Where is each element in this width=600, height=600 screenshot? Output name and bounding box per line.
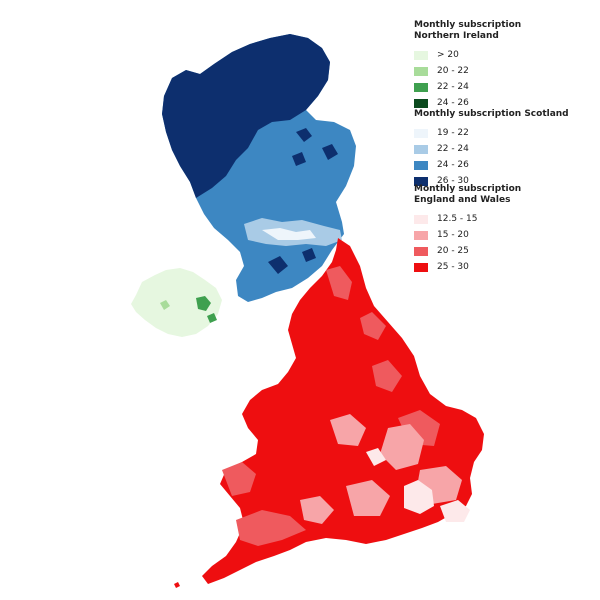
legend-label: 22 - 24 <box>437 82 469 92</box>
legend-label: 20 - 22 <box>437 66 469 76</box>
legend-row: 24 - 26 <box>414 95 594 111</box>
legend-row: 22 - 24 <box>414 79 594 95</box>
legend-swatch <box>414 262 428 272</box>
scilly-isles-marker <box>174 582 180 588</box>
legend-northern-ireland: Monthly subscription Northern Ireland > … <box>414 20 594 111</box>
legend-row: 26 - 30 <box>414 173 594 189</box>
legend-label: > 20 <box>437 50 459 60</box>
legend-swatch <box>414 98 428 108</box>
legend-swatch <box>414 176 428 186</box>
legend-label: 24 - 26 <box>437 160 469 170</box>
scotland-central-light <box>262 228 316 240</box>
legend-label: 15 - 20 <box>437 230 469 240</box>
legend-england-wales: Monthly subscription England and Wales 1… <box>414 184 594 275</box>
legend-label: 20 - 25 <box>437 246 469 256</box>
legend-title: Monthly subscription Northern Ireland <box>414 20 522 41</box>
legend-row: > 20 <box>414 47 594 63</box>
legend-swatch <box>414 230 428 240</box>
legend-scotland: Monthly subscription Scotland 19 - 22 22… <box>414 109 594 189</box>
legend-row: 20 - 25 <box>414 243 594 259</box>
northern-ireland-darker-areas <box>160 296 217 323</box>
legend-swatch <box>414 50 428 60</box>
legend-row: 12.5 - 15 <box>414 211 594 227</box>
legend-row: 22 - 24 <box>414 141 594 157</box>
legend-label: 12.5 - 15 <box>437 214 478 224</box>
scotland-highlands <box>162 34 338 274</box>
england-light-tier-areas <box>300 414 462 524</box>
legend-swatch <box>414 160 428 170</box>
legend-swatch <box>414 246 428 256</box>
legend-swatch <box>414 82 428 92</box>
legend-swatch <box>414 128 428 138</box>
legend-swatch <box>414 66 428 76</box>
legend-row: 19 - 22 <box>414 125 594 141</box>
legend-label: 24 - 26 <box>437 98 469 108</box>
legend-label: 19 - 22 <box>437 128 469 138</box>
legend-row: 15 - 20 <box>414 227 594 243</box>
legend-label: 25 - 30 <box>437 262 469 272</box>
legend-label: 22 - 24 <box>437 144 469 154</box>
legend-row: 25 - 30 <box>414 259 594 275</box>
legend-row: 20 - 22 <box>414 63 594 79</box>
northern-ireland-region <box>131 268 222 337</box>
legend-title: Monthly subscription Scotland <box>414 109 569 119</box>
legend-swatch <box>414 144 428 154</box>
legend-label: 26 - 30 <box>437 176 469 186</box>
legend-row: 24 - 26 <box>414 157 594 173</box>
legend-title: Monthly subscription England and Wales <box>414 184 522 205</box>
legend-swatch <box>414 214 428 224</box>
england-lowest-tier-areas <box>366 448 470 522</box>
